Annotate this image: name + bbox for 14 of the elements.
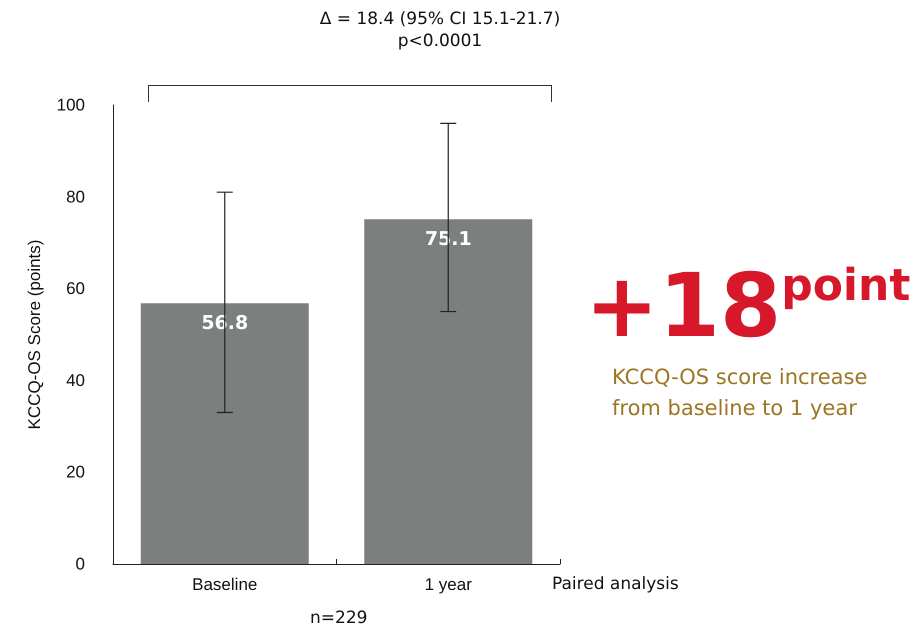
y-tick-label: 0 <box>76 554 85 574</box>
y-tick-label: 80 <box>66 187 85 206</box>
text: KCCQ-OS score increase from baseline to 1 year <box>612 364 868 422</box>
text: n=229 <box>310 608 368 628</box>
x-tick-label: 1 year <box>424 575 472 594</box>
y-tick-label: 60 <box>66 279 85 298</box>
x-tick-label: Baseline <box>192 575 258 594</box>
y-tick-label: 40 <box>66 370 85 390</box>
text: Paired analysis <box>552 574 679 594</box>
text: Δ = 18.4 (95% CI 15.1-21.7) p<0.0001 <box>318 8 562 52</box>
y-tick-label: 100 <box>56 96 85 114</box>
y-axis-title: KCCQ-OS Score (points) <box>25 240 44 430</box>
y-tick-label: 20 <box>66 462 85 482</box>
text: +18$^{point}$ <box>585 253 910 357</box>
